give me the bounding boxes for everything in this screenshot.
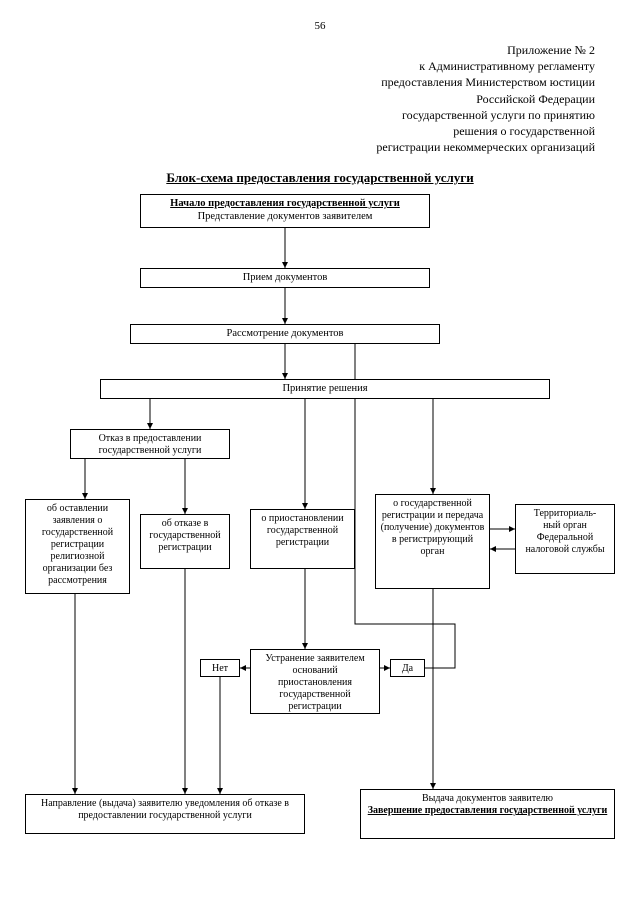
header-l7: регистрации некоммерческих организаций — [25, 139, 595, 155]
node-issue-end: Завершение предоставления государственно… — [368, 805, 608, 816]
header-l2: к Административному регламенту — [25, 58, 595, 74]
header-l3: предоставления Министерством юстиции — [25, 74, 595, 90]
node-fns: Территориаль- ный орган Федеральной нало… — [515, 504, 615, 574]
node-issue-text: Выдача документов заявителю — [422, 793, 553, 804]
node-issue: Выдача документов заявителю Завершение п… — [360, 789, 615, 839]
header-l6: решения о государственной — [25, 123, 595, 139]
node-forward: о государственной регистрации и передача… — [375, 494, 490, 589]
node-notify: Направление (выдача) заявителю уведомлен… — [25, 794, 305, 834]
node-leave: об оставлении заявления о государственно… — [25, 499, 130, 594]
node-start: Начало предоставления государственной ус… — [140, 194, 430, 228]
header-l4: Российской Федерации — [25, 91, 595, 107]
header-l1: Приложение № 2 — [25, 42, 595, 58]
node-fix: Устранение заявителем оснований приостан… — [250, 649, 380, 714]
node-receive: Прием документов — [140, 268, 430, 288]
node-yes: Да — [390, 659, 425, 677]
header-l5: государственной услуги по принятию — [25, 107, 595, 123]
node-decide: Принятие решения — [100, 379, 550, 399]
flowchart: Начало предоставления государственной ус… — [25, 194, 615, 854]
node-suspend: о приостановлении государственной регист… — [250, 509, 355, 569]
node-start-text: Представление документов заявителем — [198, 211, 373, 222]
header-attachment: Приложение № 2 к Административному регла… — [25, 42, 595, 155]
node-review: Рассмотрение документов — [130, 324, 440, 344]
node-no: Нет — [200, 659, 240, 677]
page-number: 56 — [25, 20, 615, 32]
diagram-title: Блок-схема предоставления государственно… — [25, 170, 615, 186]
node-refuse: об отказе в государственной регистрации — [140, 514, 230, 569]
node-refuse-header: Отказ в предоставлении государственной у… — [70, 429, 230, 459]
node-start-title: Начало предоставления государственной ус… — [170, 198, 400, 209]
